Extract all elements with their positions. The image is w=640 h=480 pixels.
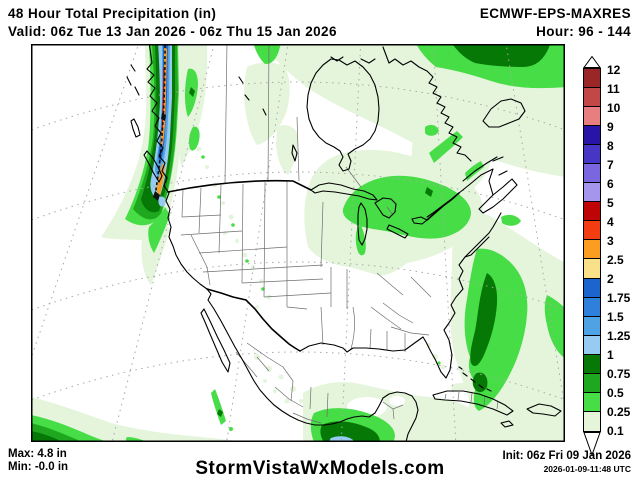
colorbar-cell	[584, 297, 600, 317]
national-borders	[167, 179, 460, 352]
precipitation-map-svg	[31, 44, 565, 442]
colorbar-cell	[584, 259, 600, 279]
init-time: Init: 06z Fri 09 Jan 2026	[502, 450, 631, 462]
colorbar-cell	[584, 373, 600, 393]
colorbar-tick-label: 3	[607, 234, 614, 248]
colorbar-cell	[584, 69, 600, 89]
colorbar-tick-label: 1.5	[607, 310, 624, 324]
watermark: StormVistaWxModels.com	[195, 458, 445, 479]
colorbar-tick-label: 6	[607, 177, 614, 191]
colorbar-cells	[583, 68, 601, 432]
colorbar-tick-label: 1	[607, 348, 614, 362]
colorbar-tick-label: 4	[607, 215, 614, 229]
min-value: Min: -0.0 in	[8, 461, 69, 473]
state-borders	[180, 44, 499, 424]
colorbar-tick-label: 1.25	[607, 329, 631, 343]
colorbar-tick-label: 2.5	[607, 253, 624, 267]
map-frame	[31, 44, 565, 442]
colorbar-cell	[584, 183, 600, 203]
colorbar-cell	[584, 316, 600, 336]
colorbar-tick-label: 0.5	[607, 386, 624, 400]
coastlines	[126, 44, 562, 442]
colorbar-tick-label: 5	[607, 196, 614, 210]
precip-bright-green-layer	[31, 44, 565, 442]
colorbar-tick-label: 12	[607, 63, 621, 77]
max-value: Max: 4.8 in	[8, 448, 67, 460]
colorbar-cell	[584, 278, 600, 298]
colorbar-tick-label: 9	[607, 120, 614, 134]
graticule	[31, 44, 565, 442]
colorbar-cell	[584, 107, 600, 127]
valid-time-range: Valid: 06z Tue 13 Jan 2026 - 06z Thu 15 …	[8, 24, 337, 39]
model-name: ECMWF-EPS-MAXRES	[479, 6, 631, 21]
colorbar-cell	[584, 411, 600, 431]
colorbar-cell	[584, 126, 600, 146]
map-title: 48 Hour Total Precipitation (in)	[8, 6, 217, 21]
colorbar	[583, 56, 601, 456]
forecast-hour-range: Hour: 96 - 144	[536, 24, 631, 39]
colorbar-cell	[584, 221, 600, 241]
colorbar-tick-label: 11	[607, 82, 620, 96]
colorbar-tick-label: 10	[607, 101, 621, 115]
colorbar-cell	[584, 164, 600, 184]
colorbar-cell	[584, 240, 600, 260]
colorbar-cell	[584, 88, 600, 108]
generated-timestamp: 2026-01-09-11:48 UTC	[543, 464, 631, 474]
colorbar-tick-label: 0.25	[607, 405, 631, 419]
colorbar-tick-label: 2	[607, 272, 614, 286]
colorbar-cell	[584, 335, 600, 355]
colorbar-tick-label: 8	[607, 139, 614, 153]
colorbar-cell	[584, 392, 600, 412]
colorbar-tick-label: 0.1	[607, 424, 624, 438]
colorbar-cell	[584, 202, 600, 222]
colorbar-cell	[584, 145, 600, 165]
colorbar-tick-label: 1.75	[607, 291, 631, 305]
map-border	[31, 44, 565, 442]
colorbar-tick-label: 0.75	[607, 367, 631, 381]
colorbar-tick-label: 7	[607, 158, 614, 172]
colorbar-underflow-arrow-icon	[583, 431, 601, 456]
colorbar-overflow-arrow-icon	[583, 56, 601, 68]
colorbar-cell	[584, 354, 600, 374]
